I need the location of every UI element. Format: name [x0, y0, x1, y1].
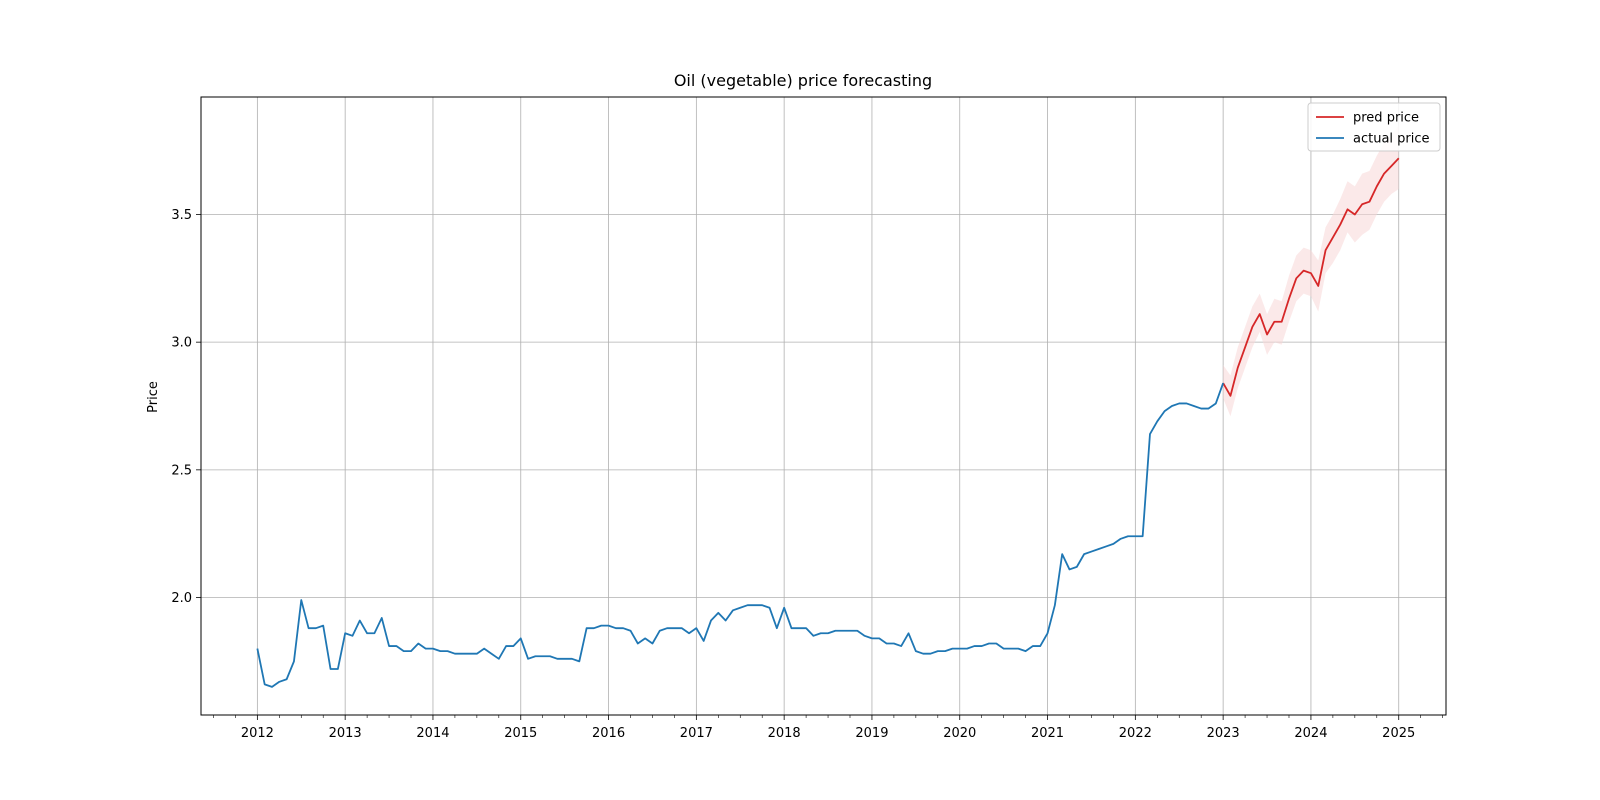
x-tick-label: 2022	[1119, 726, 1152, 741]
x-tick-label: 2024	[1294, 726, 1327, 741]
x-tick-label: 2021	[1031, 726, 1064, 741]
x-tick-label: 2017	[680, 726, 713, 741]
x-tick-label: 2016	[592, 726, 625, 741]
x-tick-label: 2014	[416, 726, 449, 741]
grid	[201, 97, 1446, 715]
y-tick-label: 2.5	[171, 463, 192, 478]
x-tick-label: 2020	[943, 726, 976, 741]
x-tick-label: 2015	[504, 726, 537, 741]
legend-label: pred price	[1353, 111, 1419, 126]
x-tick-label: 2013	[329, 726, 362, 741]
x-tick-label: 2025	[1382, 726, 1415, 741]
confidence-band	[1223, 125, 1399, 417]
x-tick-label: 2018	[768, 726, 801, 741]
x-tick-label: 2023	[1207, 726, 1240, 741]
chart-title: Oil (vegetable) price forecasting	[674, 71, 932, 90]
y-tick-label: 3.0	[171, 336, 192, 351]
series-lines	[256, 157, 1400, 688]
plot-frame	[200, 96, 1447, 716]
series-line	[256, 382, 1224, 688]
legend-box	[1307, 102, 1441, 152]
y-tick-label: 3.5	[171, 208, 192, 223]
series-line	[1222, 157, 1400, 397]
legend: pred price actual price	[1307, 102, 1441, 152]
x-tick-label: 2019	[855, 726, 888, 741]
confidence-bands	[1223, 125, 1399, 417]
y-tick-label: 2.0	[171, 591, 192, 606]
axis-ticks: 2012 2013 2014 2015 2016 2017 2018 2019 2020 2021…	[171, 208, 1443, 741]
y-axis-label: Price	[146, 381, 161, 413]
x-tick-label: 2012	[241, 726, 274, 741]
legend-label: actual price	[1353, 132, 1430, 147]
